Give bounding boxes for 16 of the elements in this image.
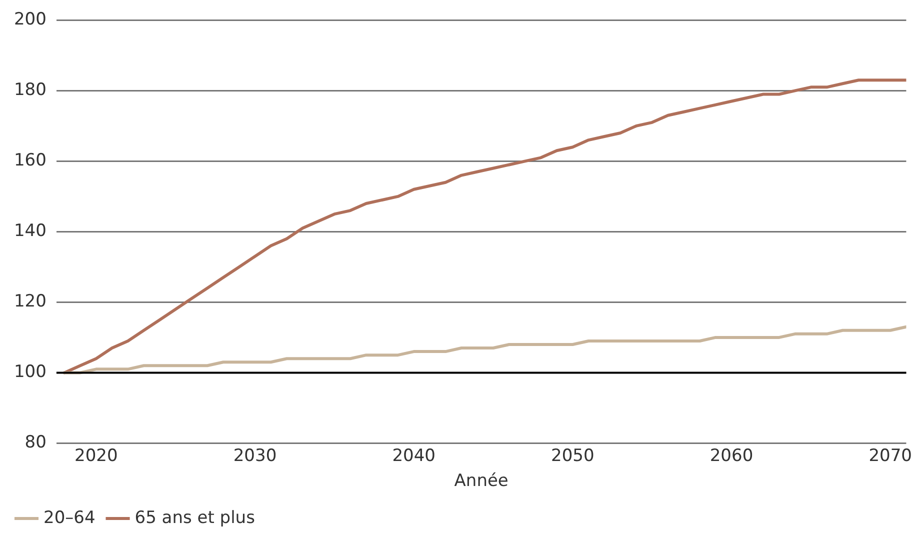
y-tick-label: 120 <box>14 292 46 312</box>
y-tick-label: 160 <box>14 150 46 171</box>
legend-label: 65 ans et plus <box>134 508 256 528</box>
x-tick-label: 2060 <box>710 446 754 466</box>
y-tick-label: 180 <box>14 80 46 100</box>
x-tick-label: 2070 <box>868 446 912 466</box>
y-tick-label: 140 <box>14 221 46 242</box>
legend-label: 20–64 <box>44 508 96 528</box>
x-tick-label: 2050 <box>551 446 594 466</box>
x-tick-label: 2040 <box>392 446 436 466</box>
x-tick-label: 2030 <box>233 446 277 466</box>
y-tick-label: 100 <box>14 362 46 382</box>
y-tick-label: 200 <box>14 10 46 30</box>
x-axis-title: Année <box>454 471 508 492</box>
y-tick-label: 80 <box>24 432 46 453</box>
x-tick-label: 2020 <box>74 446 118 466</box>
